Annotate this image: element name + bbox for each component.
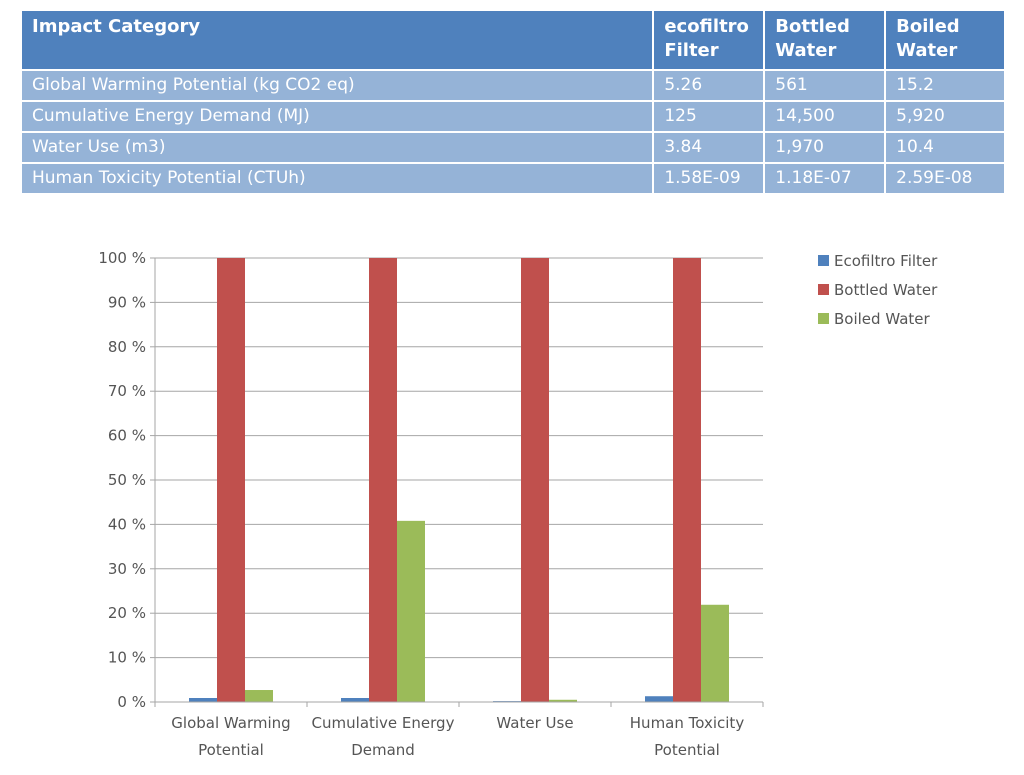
bar-bottled-water [369, 258, 397, 702]
table-row: Global Warming Potential (kg CO2 eq) 5.26… [22, 71, 1004, 100]
column-header-line: Water [896, 40, 958, 61]
y-tick-label: 50 % [108, 471, 146, 489]
y-tick-label: 80 % [108, 338, 146, 356]
bar-boiled-water [245, 690, 273, 702]
value-cell: 1,970 [765, 133, 885, 162]
table-row: Water Use (m3) 3.84 1,970 10.4 [22, 133, 1004, 162]
bar-bottled-water [521, 258, 549, 702]
x-tick-label: Water Use [496, 714, 573, 732]
column-header: Boiled Water [886, 11, 1004, 69]
category-labels: Global Warming Potential Cumulative Energy… [171, 714, 744, 759]
x-tick-label: Potential [198, 741, 264, 759]
y-tick-label: 0 % [117, 693, 146, 711]
impact-category-cell: Human Toxicity Potential (CTUh) [22, 164, 653, 193]
impact-category-cell: Global Warming Potential (kg CO2 eq) [22, 71, 653, 100]
column-header-line: Filter [664, 40, 719, 61]
legend-swatch [818, 284, 829, 295]
value-cell: 15.2 [886, 71, 1004, 100]
table-row: Human Toxicity Potential (CTUh) 1.58E-09 1… [22, 164, 1004, 193]
x-tick-label: Potential [654, 741, 720, 759]
impact-category-cell: Cumulative Energy Demand (MJ) [22, 102, 653, 131]
bar-boiled-water [549, 699, 577, 702]
legend-swatch [818, 255, 829, 266]
column-header: Impact Category [22, 11, 653, 69]
bar-boiled-water [397, 520, 425, 702]
y-tick-label: 20 % [108, 604, 146, 622]
column-header-line: Bottled [775, 16, 850, 37]
y-tick-label: 60 % [108, 427, 146, 445]
column-header-line: ecofiltro [664, 16, 749, 37]
bar-chart: 0 % 10 % 20 % 30 % 40 % 50 % 60 % 70 % 80 % 90 % 1… [98, 249, 938, 759]
value-cell: 125 [654, 102, 764, 131]
legend-label: Bottled Water [834, 281, 938, 299]
x-tick-label: Global Warming [171, 714, 290, 732]
y-tick-label: 90 % [108, 293, 146, 311]
legend: Ecofiltro Filter Bottled Water Boiled Wate… [818, 252, 938, 328]
bar-ecofiltro-filter [341, 698, 369, 702]
x-tick-label: Human Toxicity [630, 714, 745, 732]
value-cell: 1.58E-09 [654, 164, 764, 193]
bar-ecofiltro-filter [645, 696, 673, 702]
table-header-row: Impact Category ecofiltro Filter Bottled Wat… [22, 11, 1004, 69]
y-tick-label: 30 % [108, 560, 146, 578]
value-cell: 14,500 [765, 102, 885, 131]
bar-ecofiltro-filter [189, 698, 217, 702]
impact-category-cell: Water Use (m3) [22, 133, 653, 162]
column-header: ecofiltro Filter [654, 11, 764, 69]
value-cell: 2.59E-08 [886, 164, 1004, 193]
value-cell: 561 [765, 71, 885, 100]
bar-bottled-water [217, 258, 245, 702]
column-header-line: Impact Category [32, 16, 201, 37]
y-axis-ticks: 0 % 10 % 20 % 30 % 40 % 50 % 60 % 70 % 80 % 90 % 1… [98, 249, 155, 711]
table-body: Global Warming Potential (kg CO2 eq) 5.26… [22, 71, 1004, 193]
y-tick-label: 70 % [108, 382, 146, 400]
table-row: Cumulative Energy Demand (MJ) 125 14,500 5,… [22, 102, 1004, 131]
legend-label: Ecofiltro Filter [834, 252, 938, 270]
bars [189, 258, 729, 702]
bar-bottled-water [673, 258, 701, 702]
legend-swatch [818, 313, 829, 324]
value-cell: 10.4 [886, 133, 1004, 162]
legend-label: Boiled Water [834, 310, 930, 328]
value-cell: 5,920 [886, 102, 1004, 131]
y-tick-label: 40 % [108, 515, 146, 533]
gridlines [155, 257, 763, 659]
column-header-line: Water [775, 40, 837, 61]
x-tick-label: Cumulative Energy [312, 714, 455, 732]
impact-table: Impact Category ecofiltro Filter Bottled Wat… [20, 9, 1006, 195]
x-tick-label: Demand [351, 741, 415, 759]
column-header-line: Boiled [896, 16, 960, 37]
y-tick-label: 100 % [98, 249, 146, 267]
column-header: Bottled Water [765, 11, 885, 69]
axes [154, 258, 764, 707]
bar-boiled-water [701, 604, 729, 702]
value-cell: 5.26 [654, 71, 764, 100]
value-cell: 3.84 [654, 133, 764, 162]
value-cell: 1.18E-07 [765, 164, 885, 193]
y-tick-label: 10 % [108, 649, 146, 667]
